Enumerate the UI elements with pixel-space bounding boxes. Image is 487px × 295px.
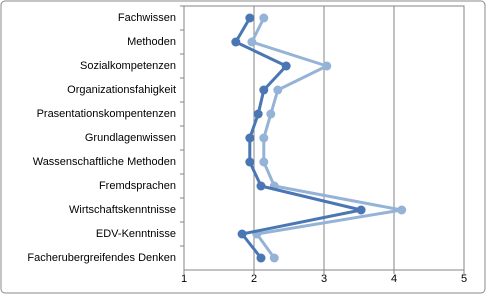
y-tick-label: Wassenschaftliche Methoden bbox=[33, 156, 176, 168]
y-tick-label: Fachwissen bbox=[118, 12, 176, 24]
marker bbox=[259, 133, 269, 143]
y-tick-label: Prasentationskompentenzen bbox=[37, 108, 176, 120]
marker bbox=[259, 13, 269, 23]
marker bbox=[253, 109, 263, 119]
marker bbox=[281, 61, 291, 71]
x-tick-label: 5 bbox=[461, 273, 467, 285]
marker bbox=[247, 37, 257, 47]
x-tick-label: 4 bbox=[391, 273, 397, 285]
marker bbox=[256, 181, 266, 191]
y-tick-label: Organizationsfahigkeit bbox=[67, 84, 176, 96]
marker bbox=[245, 133, 255, 143]
x-tick-label: 1 bbox=[181, 273, 187, 285]
marker bbox=[269, 253, 279, 263]
marker bbox=[356, 205, 366, 215]
marker bbox=[397, 205, 407, 215]
y-tick-label: Methoden bbox=[127, 36, 176, 48]
marker bbox=[237, 229, 247, 239]
marker bbox=[231, 37, 241, 47]
y-tick-label: Fremdsprachen bbox=[99, 180, 176, 192]
y-tick-label: EDV-Kenntnisse bbox=[96, 228, 176, 240]
y-tick-label: Wirtschaftskenntnisse bbox=[69, 204, 176, 216]
marker bbox=[322, 61, 332, 71]
marker bbox=[245, 157, 255, 167]
marker bbox=[256, 253, 266, 263]
x-tick-label: 3 bbox=[321, 273, 327, 285]
y-tick-label: Sozialkompetenzen bbox=[80, 60, 176, 72]
marker bbox=[259, 85, 269, 95]
marker bbox=[273, 85, 283, 95]
y-tick-label: Facherubergreifendes Denken bbox=[27, 252, 176, 264]
marker bbox=[259, 157, 269, 167]
marker bbox=[245, 13, 255, 23]
x-tick-label: 2 bbox=[251, 273, 257, 285]
marker bbox=[266, 109, 276, 119]
y-tick-label: Grundlagenwissen bbox=[85, 132, 176, 144]
